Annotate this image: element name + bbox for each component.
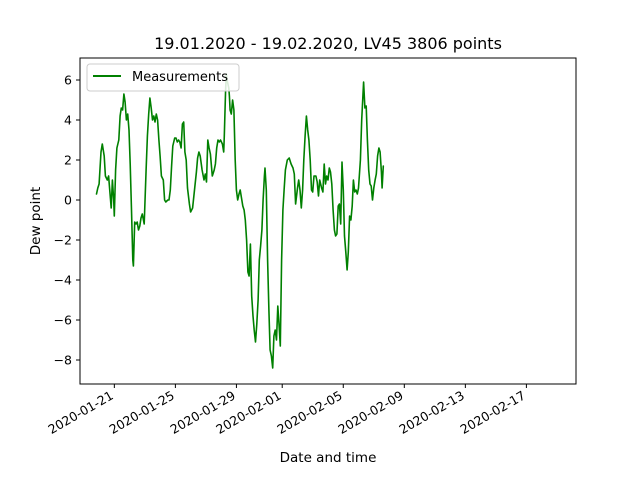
y-axis-label: Dew point	[28, 187, 44, 255]
series-layer	[95, 73, 385, 369]
plot-area	[79, 57, 577, 385]
y-tick-label: −2	[54, 233, 72, 248]
y-axis: −8 −6 −4 −2 0 2 4 6	[54, 73, 80, 368]
x-axis-label: Date and time	[280, 450, 377, 466]
x-tick-label: 2020-02-09	[335, 388, 405, 437]
y-tick-label: 2	[64, 153, 72, 168]
x-tick-label: 2020-01-21	[45, 388, 115, 437]
y-tick-label: −6	[54, 313, 72, 328]
x-tick-label: 2020-01-25	[106, 388, 176, 437]
legend-entry-measurements: Measurements	[132, 70, 228, 85]
y-tick-label: 6	[64, 73, 72, 88]
x-tick-label: 2020-02-05	[274, 388, 344, 437]
chart-title: 19.01.2020 - 19.02.2020, LV45 3806 point…	[154, 34, 502, 53]
plot-frame	[80, 58, 576, 384]
x-tick-label: 2020-02-13	[396, 388, 466, 437]
legend: Measurements	[86, 63, 240, 92]
series-line-1	[95, 73, 385, 369]
legend-box	[86, 63, 240, 92]
y-tick-label: −4	[54, 273, 72, 288]
x-tick-label: 2020-02-17	[457, 388, 527, 437]
y-tick-label: −8	[54, 353, 72, 368]
y-tick-label: 4	[64, 113, 72, 128]
y-tick-label: 0	[64, 193, 72, 208]
x-axis: 2020-01-212020-01-252020-01-292020-02-01…	[45, 384, 528, 437]
axes-spines	[79, 57, 577, 385]
